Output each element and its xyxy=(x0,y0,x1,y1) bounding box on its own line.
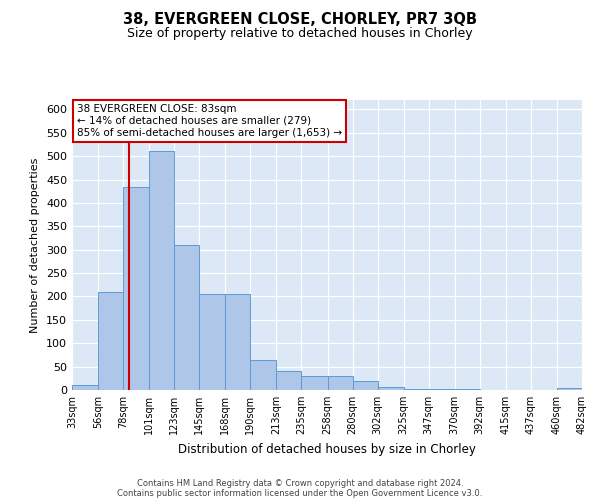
Y-axis label: Number of detached properties: Number of detached properties xyxy=(31,158,40,332)
Text: 38 EVERGREEN CLOSE: 83sqm
← 14% of detached houses are smaller (279)
85% of semi: 38 EVERGREEN CLOSE: 83sqm ← 14% of detac… xyxy=(77,104,342,138)
Bar xyxy=(199,294,226,390)
Bar xyxy=(149,152,174,390)
Bar xyxy=(250,360,277,390)
X-axis label: Distribution of detached houses by size in Chorley: Distribution of detached houses by size … xyxy=(178,442,476,456)
Bar xyxy=(226,294,250,390)
Bar xyxy=(123,186,149,390)
Bar xyxy=(72,386,98,390)
Bar xyxy=(277,372,301,390)
Bar xyxy=(404,389,428,390)
Bar xyxy=(455,389,480,390)
Bar xyxy=(377,386,404,390)
Text: Contains public sector information licensed under the Open Government Licence v3: Contains public sector information licen… xyxy=(118,488,482,498)
Text: Size of property relative to detached houses in Chorley: Size of property relative to detached ho… xyxy=(127,28,473,40)
Bar xyxy=(301,376,328,390)
Bar xyxy=(353,380,377,390)
Bar xyxy=(174,245,199,390)
Bar xyxy=(428,389,455,390)
Bar xyxy=(557,388,582,390)
Bar xyxy=(328,376,353,390)
Text: Contains HM Land Registry data © Crown copyright and database right 2024.: Contains HM Land Registry data © Crown c… xyxy=(137,478,463,488)
Text: 38, EVERGREEN CLOSE, CHORLEY, PR7 3QB: 38, EVERGREEN CLOSE, CHORLEY, PR7 3QB xyxy=(123,12,477,28)
Bar xyxy=(98,292,123,390)
